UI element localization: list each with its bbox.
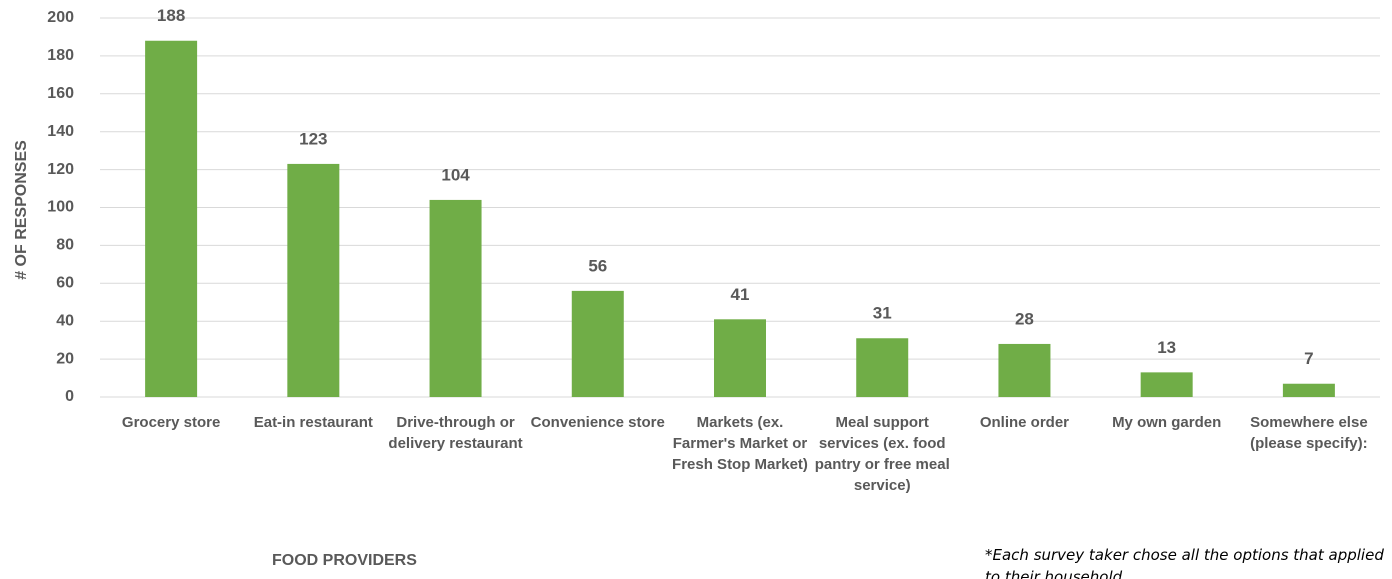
data-label: 13 (1157, 338, 1176, 357)
y-tick-label: 200 (47, 9, 74, 26)
y-tick-label: 0 (65, 388, 74, 405)
data-label: 123 (299, 129, 327, 148)
x-tick-label: Eat-in restaurant (253, 414, 373, 431)
y-tick-label: 20 (56, 350, 74, 367)
x-tick-label: Grocery store (121, 414, 221, 431)
y-axis-title: # OF RESPONSES (13, 140, 30, 280)
data-label: 31 (873, 304, 892, 323)
x-tick-label: Somewhere else (please specify): (1250, 414, 1368, 452)
bar (1140, 372, 1193, 397)
y-tick-label: 100 (47, 199, 74, 216)
data-label: 7 (1304, 349, 1313, 368)
bar (429, 199, 482, 397)
bar (714, 319, 766, 397)
bar (1282, 383, 1335, 397)
data-label: 56 (588, 256, 607, 275)
data-label: 41 (731, 285, 750, 304)
bar (571, 290, 624, 397)
y-tick-label: 40 (56, 312, 74, 329)
y-tick-label: 160 (47, 85, 74, 102)
y-tick-label: 120 (47, 161, 74, 178)
x-axis-title: FOOD PROVIDERS (272, 552, 417, 569)
bar (145, 40, 198, 398)
y-tick-label: 180 (47, 47, 74, 64)
y-tick-label: 140 (47, 123, 74, 140)
bar (856, 338, 909, 397)
bar (998, 343, 1051, 397)
y-tick-label: 80 (56, 237, 74, 254)
data-label: 104 (441, 165, 470, 184)
x-tick-label: Meal support services (ex. food pantry o… (814, 414, 950, 494)
x-tick-label: Online order (979, 414, 1070, 431)
bar (287, 163, 340, 397)
x-tick-label: Drive-through or delivery restaurant (388, 414, 523, 452)
y-tick-label: 60 (56, 275, 74, 292)
annotation: *Each survey taker chose all the options… (985, 546, 1384, 579)
x-tick-label: Markets (ex. Farmer's Market or Fresh St… (672, 414, 808, 473)
x-tick-label: My own garden (1112, 414, 1222, 431)
x-tick-label: Convenience store (530, 414, 665, 431)
data-label: 28 (1015, 309, 1034, 328)
data-label: 188 (157, 6, 185, 25)
